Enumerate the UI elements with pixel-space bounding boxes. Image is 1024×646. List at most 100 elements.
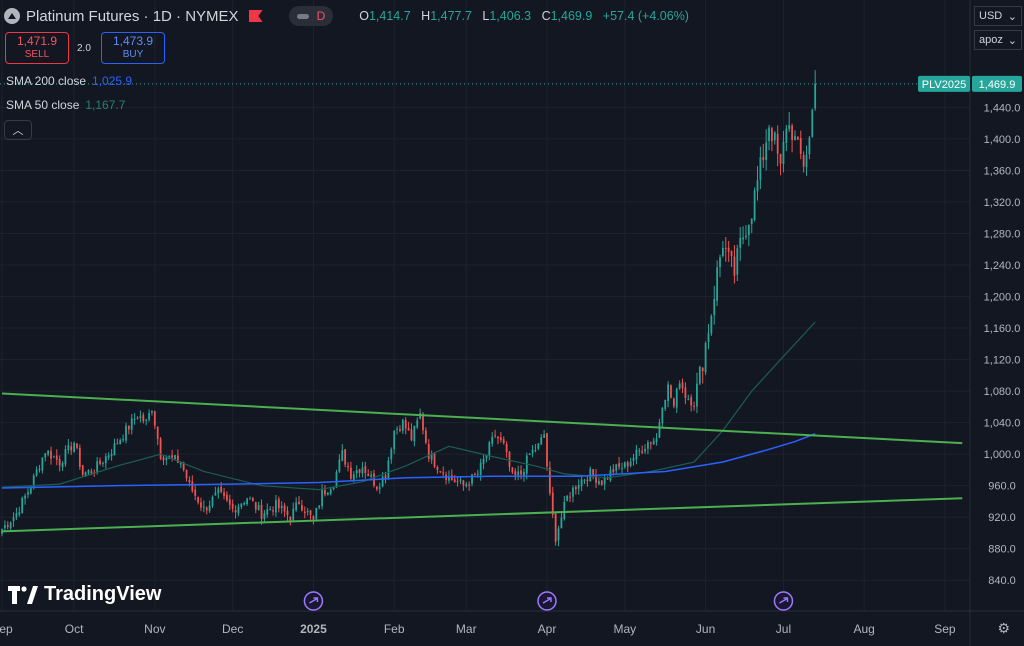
candle-body xyxy=(647,442,649,449)
x-tick-label: Oct xyxy=(65,622,84,636)
candle-body xyxy=(433,453,436,467)
candle-body xyxy=(690,397,693,406)
candle-body xyxy=(148,413,150,420)
candle-body xyxy=(41,457,44,471)
candle-body xyxy=(78,447,81,467)
candle-body xyxy=(684,387,687,399)
sma200-legend[interactable]: SMA 200 close 1,025.9 xyxy=(6,74,132,88)
candle-body xyxy=(436,467,439,470)
candle-body xyxy=(99,460,101,464)
candle-body xyxy=(765,142,768,160)
candle-body xyxy=(211,496,214,506)
candle-body xyxy=(592,469,595,476)
candle-body xyxy=(615,464,618,471)
market-status-pill[interactable]: D xyxy=(288,6,334,26)
candle-body xyxy=(338,459,341,472)
candle-body xyxy=(595,474,597,483)
candle-body xyxy=(162,457,165,461)
candle-body xyxy=(661,408,664,424)
buy-price: 1,473.9 xyxy=(112,34,154,48)
y-tick-label: 1,000.0 xyxy=(984,449,1021,461)
candle-body xyxy=(312,516,315,520)
sma50-value: 1,167.7 xyxy=(85,98,126,112)
candle-body xyxy=(771,128,773,142)
candle-body xyxy=(534,450,537,452)
candle-body xyxy=(315,507,318,519)
candle-body xyxy=(200,502,202,508)
candle-body xyxy=(228,499,231,505)
candle-body xyxy=(554,513,557,542)
candle-body xyxy=(251,498,254,502)
candle-body xyxy=(12,517,15,522)
candle-body xyxy=(502,439,505,444)
collapse-legend-button[interactable]: ︿ xyxy=(4,120,32,140)
candle-body xyxy=(456,481,459,483)
candle-body xyxy=(537,443,540,449)
unit-select[interactable]: apoz ⌄ xyxy=(974,30,1022,50)
y-tick-label: 880.0 xyxy=(988,544,1016,556)
gear-icon[interactable]: ⚙ xyxy=(997,620,1010,636)
candle-body xyxy=(240,503,243,507)
candle-body xyxy=(531,449,534,454)
symbol-badge-label: PLV2025 xyxy=(922,79,966,91)
candle-body xyxy=(174,455,176,460)
candle-body xyxy=(87,469,90,473)
candle-body xyxy=(609,470,612,481)
candle-body xyxy=(70,446,73,451)
x-tick-label: Sep xyxy=(934,622,956,636)
buy-button[interactable]: 1,473.9 BUY xyxy=(101,32,165,64)
candle-body xyxy=(156,426,159,439)
event-arrow-icon xyxy=(309,597,319,604)
candle-body xyxy=(326,492,329,495)
candle-body xyxy=(182,462,185,470)
candle-body xyxy=(329,489,332,494)
candle-body xyxy=(747,224,750,235)
candle-body xyxy=(205,507,208,511)
y-tick-label: 1,400.0 xyxy=(984,134,1021,146)
candle-body xyxy=(84,472,87,477)
candle-body xyxy=(618,463,620,467)
candle-body xyxy=(24,495,26,499)
candle-body xyxy=(96,461,99,473)
candle-body xyxy=(344,449,347,465)
candle-body xyxy=(730,250,733,257)
currency-select[interactable]: USD ⌄ xyxy=(974,6,1022,26)
y-tick-label: 920.0 xyxy=(988,512,1016,524)
y-tick-label: 1,160.0 xyxy=(984,323,1021,335)
candle-body xyxy=(497,436,499,439)
candle-body xyxy=(511,467,514,473)
candle-body xyxy=(21,498,24,514)
candle-body xyxy=(179,462,182,465)
candle-body xyxy=(145,419,148,421)
candle-body xyxy=(303,511,306,514)
candle-body xyxy=(384,475,387,479)
x-tick-label: Jul xyxy=(776,622,791,636)
candle-body xyxy=(309,510,312,516)
candle-body xyxy=(600,480,603,486)
candle-body xyxy=(794,135,796,141)
sell-button[interactable]: 1,471.9 SELL xyxy=(5,32,69,64)
candle-body xyxy=(257,505,260,511)
candle-body xyxy=(153,411,156,426)
sma50-legend[interactable]: SMA 50 close 1,167.7 xyxy=(6,98,125,112)
x-tick-label: Nov xyxy=(144,622,165,636)
candle-body xyxy=(652,440,655,445)
candle-body xyxy=(107,455,110,458)
y-tick-label: 1,200.0 xyxy=(984,292,1021,304)
x-tick-label: Aug xyxy=(854,622,875,636)
candle-body xyxy=(9,522,12,529)
candle-body xyxy=(104,456,107,464)
y-tick-label: 1,080.0 xyxy=(984,386,1021,398)
candle-body xyxy=(488,442,491,456)
candle-body xyxy=(58,459,61,466)
tradingview-logo[interactable]: TradingView xyxy=(8,583,161,606)
symbol-title[interactable]: Platinum Futures · 1D · NYMEX xyxy=(26,7,239,25)
flag-icon[interactable] xyxy=(248,10,263,22)
candle-body xyxy=(632,458,635,461)
candle-body xyxy=(50,450,52,459)
candle-body xyxy=(785,128,788,143)
candle-body xyxy=(55,455,58,460)
chevron-down-icon: ⌄ xyxy=(1007,10,1017,23)
candle-body xyxy=(321,489,323,506)
